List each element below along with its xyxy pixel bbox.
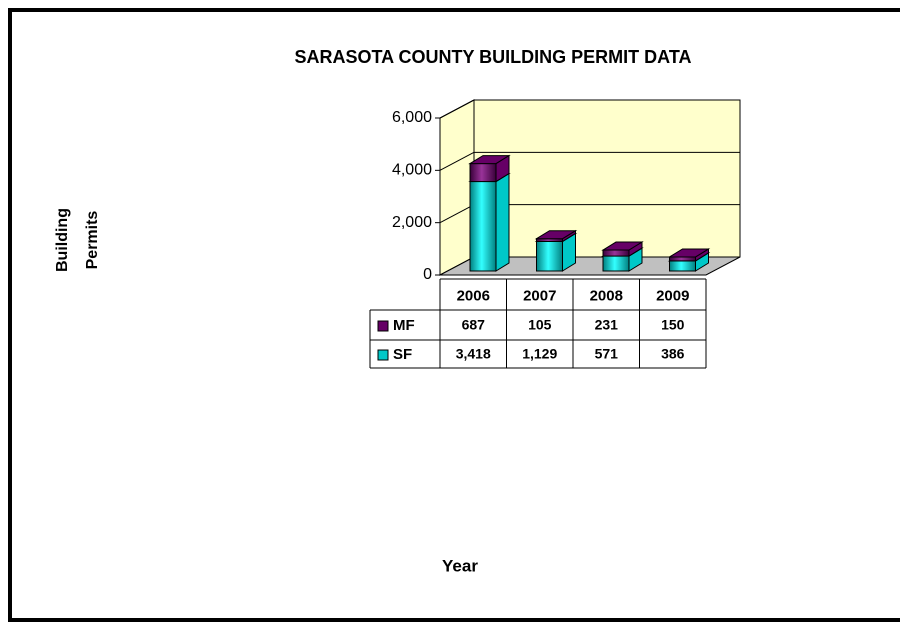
data-label: 687 <box>462 317 486 333</box>
bar <box>669 256 696 262</box>
data-label: 571 <box>595 346 619 362</box>
data-label: 231 <box>595 317 619 333</box>
data-label: 386 <box>661 346 685 362</box>
bar-top <box>534 230 578 240</box>
data-label: 150 <box>661 317 685 333</box>
x-tick-label: 2007 <box>523 287 556 304</box>
data-label: 1,129 <box>522 346 557 362</box>
legend-label: SF <box>393 346 412 363</box>
y-tick-label: 6,000 <box>392 109 432 126</box>
side-wall <box>439 99 475 276</box>
x-tick-label: 2009 <box>656 287 689 304</box>
y-tick-label: 4,000 <box>392 162 432 179</box>
bar <box>669 260 696 272</box>
bar <box>602 255 630 272</box>
x-tick-label: 2006 <box>457 287 490 304</box>
legend-swatch <box>377 349 389 361</box>
y-tick-label: 2,000 <box>392 214 432 231</box>
grid-line <box>439 151 475 171</box>
x-axis-label: Year <box>442 556 478 575</box>
x-tick-label: 2008 <box>590 287 623 304</box>
legend-swatch <box>377 320 389 332</box>
chart-frame <box>8 8 900 622</box>
data-label: 3,418 <box>456 346 491 362</box>
bar <box>469 181 497 272</box>
grid-line <box>439 204 475 224</box>
back-wall <box>473 99 741 258</box>
bar <box>602 249 630 257</box>
grid-line <box>439 99 475 119</box>
data-label: 105 <box>528 317 552 333</box>
bar-top <box>667 248 711 258</box>
y-tick-label: 0 <box>423 266 432 283</box>
bar-side <box>495 172 510 272</box>
legend-label: MF <box>393 317 415 334</box>
bar-top <box>601 241 644 251</box>
chart-title: SARASOTA COUNTY BUILDING PERMIT DATA <box>295 47 692 67</box>
bar-top <box>468 155 511 165</box>
bar <box>469 163 497 183</box>
y-axis-label: Building Permits <box>54 208 101 272</box>
floor <box>439 256 741 276</box>
bar <box>536 240 563 272</box>
